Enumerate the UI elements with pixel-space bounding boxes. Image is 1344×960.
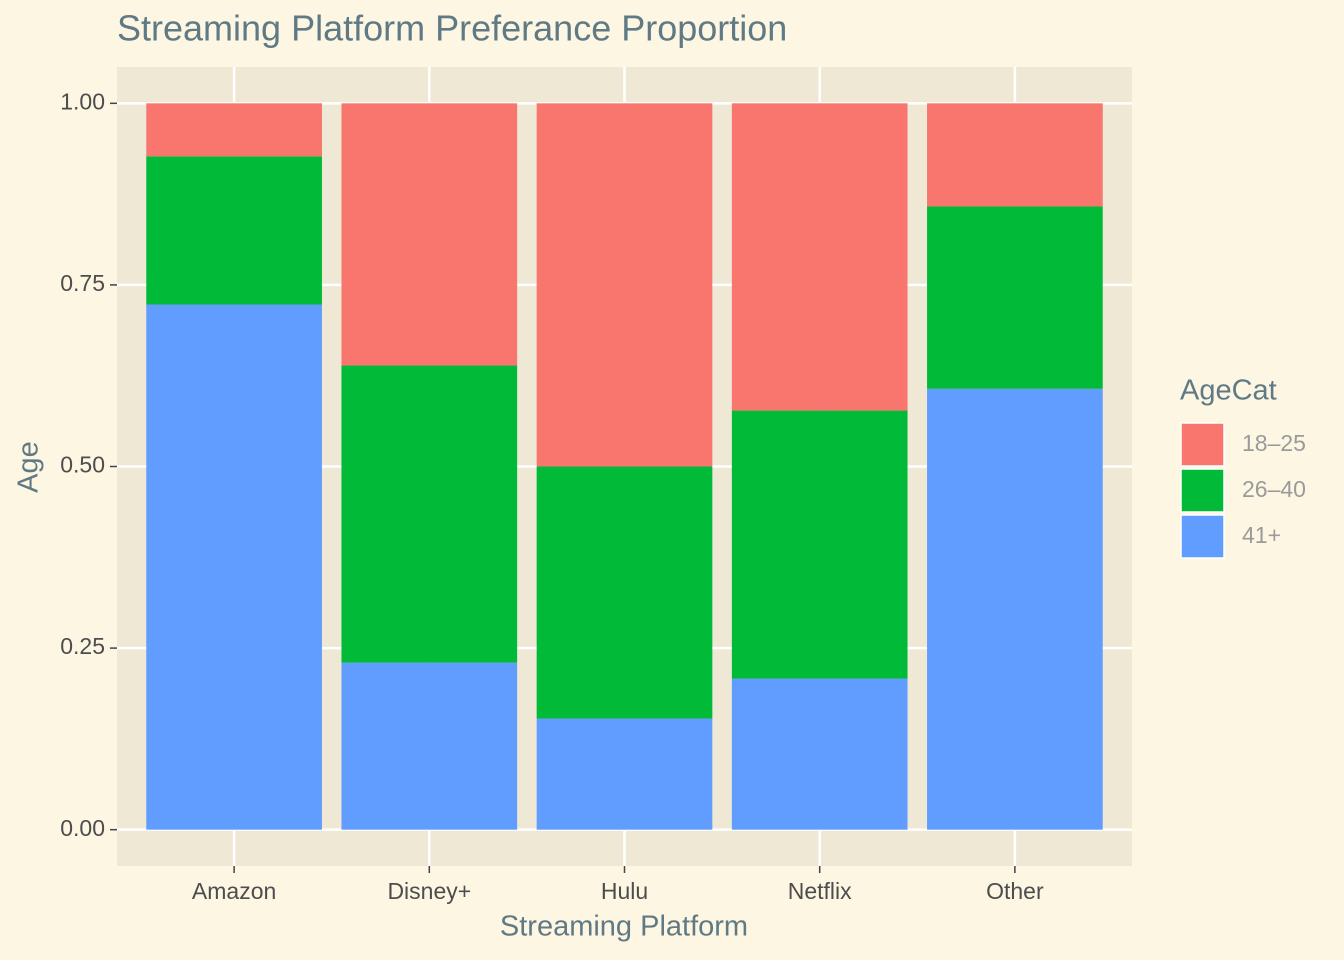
y-tick-label: 0.25 — [60, 633, 105, 659]
bar-segment — [146, 304, 322, 830]
bar-segment — [927, 388, 1103, 830]
bar-segment — [146, 156, 322, 305]
legend-key — [1180, 468, 1225, 513]
x-tick-label: Hulu — [601, 878, 648, 904]
bar-segment — [536, 466, 713, 719]
legend-label: 26–40 — [1242, 476, 1306, 502]
bar-segment — [146, 103, 322, 157]
y-tick-label: 0.00 — [60, 815, 105, 841]
bar-segment — [731, 410, 908, 679]
legend-key — [1180, 514, 1225, 559]
x-tick-label: Netflix — [788, 878, 852, 904]
x-tick-label: Other — [986, 878, 1044, 904]
legend-label: 18–25 — [1242, 430, 1306, 456]
y-tick-label: 0.50 — [60, 452, 105, 478]
chart-title: Streaming Platform Preferance Proportion — [117, 8, 787, 49]
y-tick-label: 0.75 — [60, 270, 105, 296]
x-axis-title: Streaming Platform — [500, 911, 748, 943]
bar-segment — [341, 365, 518, 663]
bar-segment — [341, 662, 518, 830]
legend-key — [1180, 422, 1225, 467]
bar-segment — [341, 103, 518, 366]
y-axis-title: Age — [13, 441, 45, 493]
bar-segment — [927, 206, 1103, 389]
legend-title: AgeCat — [1180, 375, 1277, 407]
bar-segment — [731, 678, 908, 830]
legend-label: 41+ — [1242, 522, 1281, 548]
bar-segment — [536, 718, 713, 830]
bar-segment — [536, 103, 713, 467]
bar-segment — [731, 103, 908, 411]
bar-segment — [927, 103, 1103, 207]
x-tick-label: Amazon — [192, 878, 276, 904]
x-tick-label: Disney+ — [387, 878, 471, 904]
y-tick-label: 1.00 — [60, 88, 105, 114]
